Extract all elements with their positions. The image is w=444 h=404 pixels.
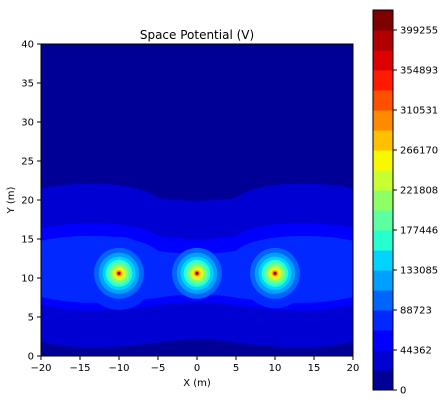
colorbar-band (373, 150, 393, 171)
colorbar-band (373, 210, 393, 231)
x-axis-ticks: −20 −15 −10 −5 0 5 10 15 20 (30, 356, 359, 374)
y-tick-label: 10 (21, 274, 34, 285)
colorbar-band (373, 370, 393, 391)
x-tick-label: −10 (108, 363, 129, 374)
colorbar-tick-label: 88723 (400, 306, 432, 317)
colorbar-tick-label: 266170 (400, 145, 438, 156)
y-axis-ticks: 0 5 10 15 20 25 30 35 40 (21, 40, 41, 363)
colorbar-tick-label: 0 (400, 386, 406, 397)
colorbar: 0 44362 88723 133085 177446 221808 266170 31053… (372, 9, 438, 397)
colorbar-tick-label: 177446 (400, 226, 438, 237)
colorbar-band (373, 270, 393, 291)
colorbar-band (373, 70, 393, 91)
colorbar-tick-label: 354893 (400, 65, 438, 76)
colorbar-band (373, 330, 393, 351)
colorbar-tick-label: 221808 (400, 185, 438, 196)
colorbar-tick-label: 44362 (400, 345, 432, 356)
colorbar-band (373, 10, 393, 31)
colorbar-band (373, 310, 393, 331)
y-tick-label: 35 (21, 79, 34, 90)
colorbar-band (373, 50, 393, 71)
colorbar-frame (372, 9, 394, 391)
source-point (273, 271, 277, 275)
x-tick-label: 10 (269, 363, 282, 374)
source-point (195, 271, 199, 275)
chart-title: Space Potential (V) (140, 28, 254, 42)
y-tick-label: 0 (28, 352, 34, 363)
colorbar-band (373, 230, 393, 251)
x-tick-label: −20 (30, 363, 51, 374)
y-tick-label: 15 (21, 235, 34, 246)
colorbar-band (373, 190, 393, 211)
colorbar-bands (373, 10, 393, 391)
y-tick-label: 25 (21, 157, 34, 168)
x-tick-label: 15 (308, 363, 321, 374)
colorbar-tick-label: 310531 (400, 106, 438, 117)
x-axis-label: X (m) (183, 378, 211, 389)
y-axis-label: Y (m) (6, 186, 17, 214)
colorbar-band (373, 30, 393, 51)
x-tick-label: 5 (233, 363, 239, 374)
colorbar-band (373, 90, 393, 111)
colorbar-band (373, 290, 393, 311)
y-tick-label: 40 (21, 40, 34, 51)
x-tick-label: 0 (194, 363, 200, 374)
colorbar-ticks: 0 44362 88723 133085 177446 221808 266170 31053… (393, 25, 438, 397)
colorbar-band (373, 170, 393, 191)
y-tick-label: 30 (21, 118, 34, 129)
source-peaks (83, 236, 310, 310)
x-tick-label: −15 (69, 363, 90, 374)
colorbar-band (373, 350, 393, 371)
y-tick-label: 20 (21, 196, 34, 207)
colorbar-band (373, 250, 393, 271)
colorbar-tick-label: 399255 (400, 25, 438, 36)
y-tick-label: 5 (28, 313, 34, 324)
x-tick-label: −5 (151, 363, 166, 374)
source-point (117, 271, 121, 275)
colorbar-tick-label: 133085 (400, 265, 438, 276)
plot-area (40, 43, 354, 357)
colorbar-band (373, 130, 393, 151)
colorbar-band (373, 110, 393, 131)
x-tick-label: 20 (347, 363, 360, 374)
